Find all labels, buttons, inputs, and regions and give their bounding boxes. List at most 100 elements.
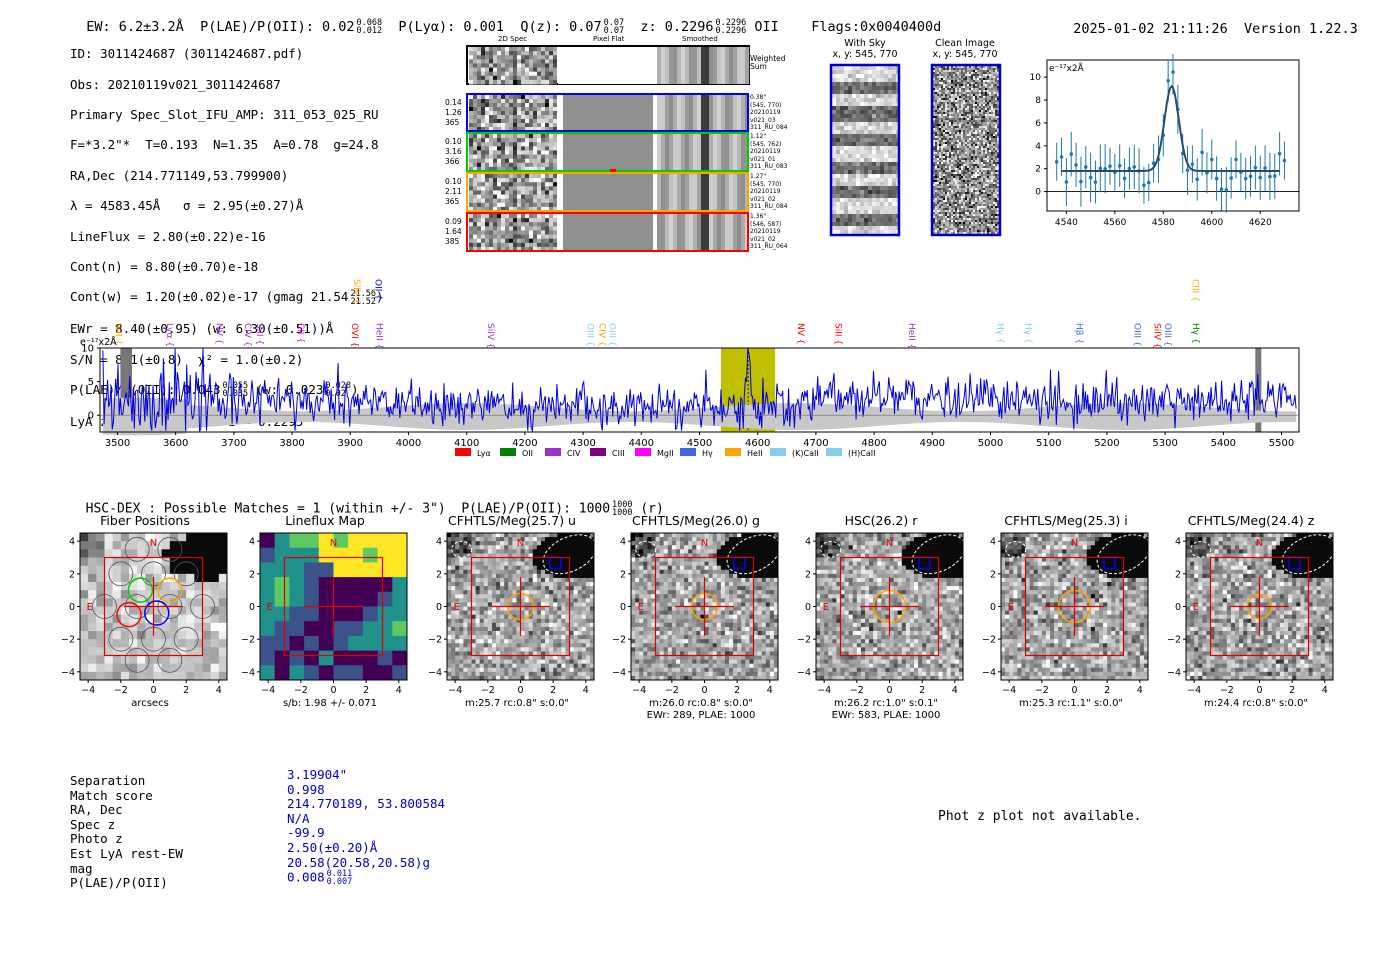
panel-xtick: 4 <box>1322 685 1328 696</box>
header-ew: EW: 6.2±3.2Å <box>86 19 184 35</box>
line-fit-point <box>1224 188 1229 192</box>
col-title-smoothed: Smoothed <box>682 35 718 43</box>
table-key: mag <box>70 860 93 876</box>
panel-xtick: 4 <box>396 685 402 696</box>
info-id: ID: 3011424687 (3011424687.pdf) <box>70 46 304 62</box>
line-marker-label: HeII { <box>373 323 383 349</box>
line-marker-label: Hγ { <box>1022 323 1032 344</box>
line-marker-label: SiII { <box>833 323 843 345</box>
legend-swatch <box>680 448 696 456</box>
legend-swatch <box>635 448 651 456</box>
panel-ytick: 4 <box>249 537 255 548</box>
spectrum-xtick: 3800 <box>279 438 304 449</box>
panel-ytick: −2 <box>612 635 626 646</box>
line-fit-point <box>1272 174 1277 178</box>
line-fit-point <box>1209 157 1214 162</box>
line-marker-label: OIII { <box>1162 323 1172 347</box>
line-fit-xtick: 4600 <box>1200 218 1223 228</box>
table-key: Match score <box>70 787 153 803</box>
spectrum-xtick: 4800 <box>861 438 886 449</box>
spectrum-xtick: 5000 <box>978 438 1003 449</box>
line-fit-point <box>1127 166 1132 171</box>
line-fit-point <box>1146 180 1151 185</box>
line-marker-label: OIII { <box>585 323 595 347</box>
legend-label: Lyα <box>477 449 491 458</box>
panel-ytick: −2 <box>797 635 811 646</box>
panel-image: N E −4 −2 0 2 4 4 2 0 −2 −4 <box>1167 532 1336 696</box>
legend-swatch <box>455 448 471 456</box>
info-ewr: EWr = 8.40(±0.95) (w: 6.30(±0.51))Å <box>70 321 334 337</box>
line-fit-point <box>1069 152 1074 156</box>
row-frame-red <box>466 212 749 252</box>
line-fit-point <box>1142 183 1146 188</box>
cutout-row-right-labels: 1.36" (546, 587) 20210119 v021_02 311_RU_064 <box>750 213 788 251</box>
line-fit-ytick: 2 <box>1035 165 1041 175</box>
panel-title: CFHTLS/Meg(26.0) g <box>632 513 760 528</box>
match-header: HSC-DEX : Possible Matches = 1 (within +… <box>85 500 664 518</box>
panel-ytick: −4 <box>61 667 75 678</box>
panel-xtick: −4 <box>1187 685 1201 696</box>
panel-xtick: −4 <box>261 685 275 696</box>
panel-xtick: −2 <box>850 685 864 696</box>
line-fit-point <box>1059 155 1064 159</box>
panel-xtick: 4 <box>216 685 222 696</box>
legend-label: HeII <box>747 449 763 458</box>
panel-xtick: 4 <box>583 685 589 696</box>
panel-ytick: 0 <box>805 602 811 613</box>
header-z: z: 0.2296 <box>640 19 714 35</box>
header-qz-range: 0.07 0.07 <box>603 18 625 36</box>
line-marker-label: Hβ { <box>1074 323 1084 344</box>
cutout-row-right-labels: 1.12" (545, 762) 20210119 v021_01 311_RU_083 <box>750 133 788 171</box>
line-fit-point <box>1108 164 1112 168</box>
line-fit-point <box>1171 70 1175 74</box>
line-marker-label: CIV { <box>242 323 252 347</box>
line-fit-point <box>1200 150 1204 155</box>
col-title-2dspec: 2D Spec <box>498 35 528 43</box>
table-key: Photo z <box>70 831 123 847</box>
spectrum-xtick: 5500 <box>1269 438 1294 449</box>
panel-ytick: 4 <box>1175 537 1181 548</box>
header-z-range: 0.2296 0.2296 <box>715 18 747 36</box>
north-label: N <box>1256 538 1263 549</box>
spectrum-ytick: 0 <box>88 411 94 422</box>
line-marker-label: OIII { <box>1131 323 1141 347</box>
north-label: N <box>330 538 337 549</box>
image-panel: Lineflux Map N E −4 −2 0 2 4 4 2 0 −2 −4 s/b: 1.98 +/… <box>220 512 420 722</box>
spectrum-xtick: 4200 <box>512 438 537 449</box>
panel-title: Fiber Positions <box>100 513 190 528</box>
panel-caption: m:24.4 rc:0.8" s:0.0" <box>1203 698 1309 709</box>
panel-caption: s/b: 1.98 +/- 0.071 <box>282 698 378 709</box>
east-label: E <box>638 602 644 613</box>
line-marker-label: OII { <box>372 279 382 300</box>
spectrum-xtick: 4500 <box>687 438 712 449</box>
line-fit-point <box>1166 78 1170 83</box>
line-fit-ytick: 4 <box>1035 142 1041 152</box>
legend-label: (H)CaII <box>848 449 875 458</box>
panel-xtick: 2 <box>363 685 369 696</box>
panel-image: N E −4 −2 0 2 4 4 2 0 −2 −4 <box>982 532 1151 696</box>
match-table-values: 3.19904" 0.998 214.770189, 53.800584 N/A -99… <box>287 767 446 886</box>
line-fit-xtick: 4560 <box>1103 218 1126 228</box>
table-value: 3.19904" <box>287 767 348 782</box>
line-fit-point <box>1088 175 1093 180</box>
line-fit-point <box>1103 167 1107 171</box>
panel-xtick: 2 <box>1104 685 1110 696</box>
panel-xtick: −2 <box>665 685 679 696</box>
cutout-row-right-labels: 0.38" (545, 770) 20210119 v021_03 311_RU_084 <box>750 94 788 132</box>
panel-xtick: 0 <box>150 685 156 696</box>
table-value: 214.770189, 53.800584 <box>287 796 446 812</box>
cutout-svg <box>466 45 750 252</box>
detection-info: ID: 3011424687 (3011424687.pdf) Obs: 202… <box>70 31 384 444</box>
line-marker-label: SiIV { <box>485 323 495 349</box>
panel-ytick: 0 <box>620 602 626 613</box>
spectrum-xtick: 4300 <box>570 438 595 449</box>
panel-ytick: 4 <box>436 537 442 548</box>
line-fit-point <box>1122 176 1127 181</box>
legend-swatch <box>590 448 606 456</box>
image-panel: CFHTLS/Meg(26.0) g N E −4 −2 0 2 4 4 2 0 −2 −4 m:26.0… <box>591 512 791 722</box>
line-fit-point <box>1219 187 1224 191</box>
table-key: Separation <box>70 773 146 788</box>
line-fit-point <box>1243 176 1248 181</box>
spectra-cutouts: 2D Spec Pixel Flat Smoothed Weighted Sum… <box>440 30 800 255</box>
line-fit-point <box>1253 165 1258 170</box>
